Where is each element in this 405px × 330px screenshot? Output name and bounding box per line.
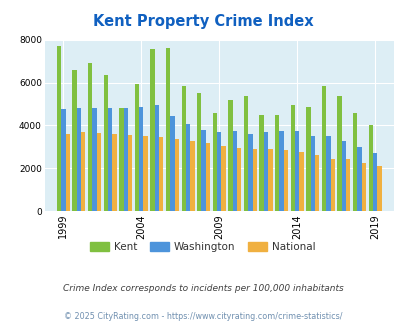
Bar xyxy=(150,49,154,211)
Bar xyxy=(103,75,108,211)
Bar xyxy=(228,100,232,211)
Bar xyxy=(139,107,143,211)
Bar xyxy=(325,136,330,211)
Bar xyxy=(263,132,268,211)
Bar xyxy=(247,134,252,211)
Bar xyxy=(372,153,376,211)
Bar xyxy=(181,86,185,211)
Bar xyxy=(123,108,128,211)
Bar xyxy=(81,132,85,211)
Bar xyxy=(290,105,294,211)
Bar xyxy=(143,136,147,211)
Bar xyxy=(274,115,279,211)
Bar xyxy=(283,150,288,211)
Bar xyxy=(205,143,210,211)
Bar xyxy=(190,142,194,211)
Bar xyxy=(279,131,283,211)
Bar xyxy=(57,46,61,211)
Bar xyxy=(232,131,237,211)
Bar xyxy=(72,70,77,211)
Bar xyxy=(61,109,65,211)
Bar xyxy=(119,108,123,211)
Bar xyxy=(237,148,241,211)
Bar xyxy=(352,113,356,211)
Bar xyxy=(166,48,170,211)
Bar xyxy=(170,116,174,211)
Bar xyxy=(294,131,298,211)
Bar xyxy=(77,108,81,211)
Bar xyxy=(298,152,303,211)
Bar xyxy=(159,137,163,211)
Bar xyxy=(108,108,112,211)
Bar xyxy=(330,159,334,211)
Bar xyxy=(341,142,345,211)
Text: Crime Index corresponds to incidents per 100,000 inhabitants: Crime Index corresponds to incidents per… xyxy=(62,284,343,293)
Bar xyxy=(252,149,256,211)
Bar xyxy=(88,63,92,211)
Bar xyxy=(185,124,190,211)
Bar xyxy=(221,146,225,211)
Bar xyxy=(259,115,263,211)
Text: Kent Property Crime Index: Kent Property Crime Index xyxy=(92,14,313,29)
Bar xyxy=(268,149,272,211)
Bar xyxy=(196,93,201,211)
Bar xyxy=(65,134,70,211)
Text: © 2025 CityRating.com - https://www.cityrating.com/crime-statistics/: © 2025 CityRating.com - https://www.city… xyxy=(64,312,341,321)
Bar xyxy=(356,147,361,211)
Bar xyxy=(361,163,365,211)
Bar xyxy=(314,155,318,211)
Bar xyxy=(174,139,179,211)
Bar xyxy=(154,105,159,211)
Bar xyxy=(321,86,325,211)
Bar xyxy=(368,125,372,211)
Bar xyxy=(345,159,350,211)
Bar xyxy=(305,107,310,211)
Bar xyxy=(310,136,314,211)
Legend: Kent, Washington, National: Kent, Washington, National xyxy=(86,238,319,256)
Bar xyxy=(243,96,247,211)
Bar xyxy=(337,96,341,211)
Bar xyxy=(217,132,221,211)
Bar xyxy=(201,130,205,211)
Bar xyxy=(376,166,381,211)
Bar xyxy=(112,134,116,211)
Bar xyxy=(212,113,217,211)
Bar xyxy=(134,83,139,211)
Bar xyxy=(96,133,101,211)
Bar xyxy=(92,108,96,211)
Bar xyxy=(128,135,132,211)
